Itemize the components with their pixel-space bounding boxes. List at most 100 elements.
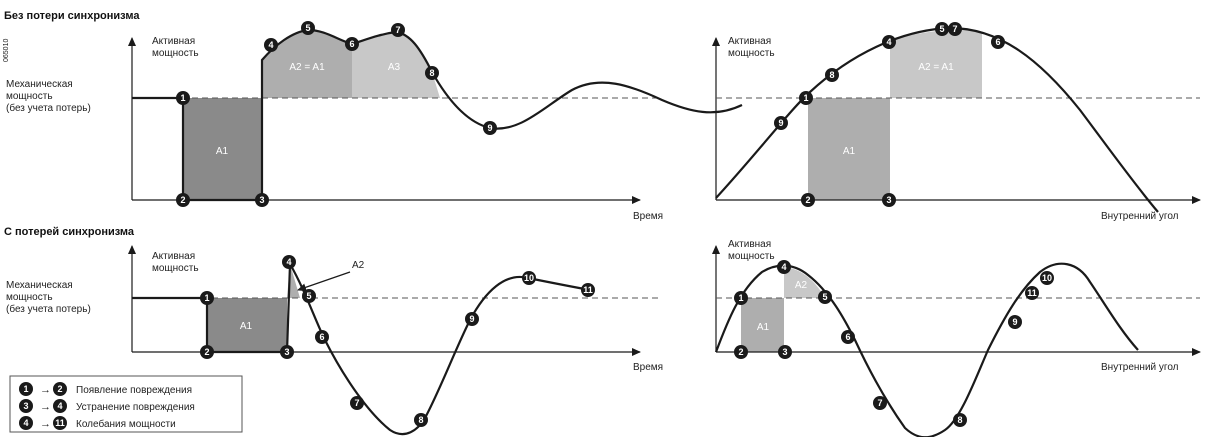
point-marker: 4 — [264, 38, 278, 52]
point-marker: 6 — [991, 35, 1005, 49]
point-marker: 2 — [200, 345, 214, 359]
area-a2-label: A2 = A1 — [918, 62, 954, 73]
mech-power-label-1: Механическая — [6, 79, 73, 90]
svg-text:2: 2 — [204, 347, 209, 357]
area-a3-label: A3 — [388, 62, 401, 73]
point-marker: 3 — [280, 345, 294, 359]
mech-power-label-2: мощность — [6, 91, 53, 102]
svg-text:9: 9 — [1012, 317, 1017, 327]
point-marker: 1 — [200, 291, 214, 305]
point-marker: 6 — [315, 330, 329, 344]
point-marker: 9 — [483, 121, 497, 135]
svg-text:6: 6 — [349, 39, 354, 49]
section-title-sync-loss: С потерей синхронизма — [4, 226, 135, 238]
point-marker: 5 — [302, 289, 316, 303]
point-marker: 2 — [176, 193, 190, 207]
mech-power-label-2: мощность — [6, 292, 53, 303]
svg-text:11: 11 — [1027, 288, 1037, 298]
svg-text:2: 2 — [57, 384, 62, 394]
area-a2-callout: A2 — [352, 260, 365, 271]
point-marker: 5 — [935, 22, 949, 36]
svg-text:3: 3 — [284, 347, 289, 357]
point-marker: 10 — [1040, 271, 1054, 285]
area-a2-label: A2 — [795, 280, 808, 291]
svg-text:10: 10 — [524, 273, 534, 283]
svg-text:4: 4 — [23, 418, 28, 428]
point-marker: 6 — [345, 37, 359, 51]
svg-text:10: 10 — [1042, 273, 1052, 283]
active-power-label-2: мощность — [728, 251, 775, 262]
svg-text:2: 2 — [738, 347, 743, 357]
bottom-right-chart: Активная мощность Внутренний угол A1 A2 … — [712, 239, 1201, 437]
svg-text:5: 5 — [939, 24, 944, 34]
area-a1 — [183, 98, 262, 200]
point-marker: 1 — [176, 91, 190, 105]
svg-text:2: 2 — [805, 195, 810, 205]
active-power-label-1: Активная — [728, 36, 771, 47]
point-marker: 1 — [734, 291, 748, 305]
svg-text:2: 2 — [180, 195, 185, 205]
svg-text:4: 4 — [268, 40, 273, 50]
point-marker: 11 — [1025, 286, 1039, 300]
active-power-label-2: мощность — [152, 263, 199, 274]
area-a1-label: A1 — [216, 146, 229, 157]
point-marker: 9 — [774, 116, 788, 130]
point-marker: 8 — [953, 413, 967, 427]
point-marker: 9 — [465, 312, 479, 326]
active-power-label-1: Активная — [152, 36, 195, 47]
svg-text:7: 7 — [354, 398, 359, 408]
svg-text:5: 5 — [305, 23, 310, 33]
time-label: Время — [633, 211, 663, 222]
section-title-no-sync-loss: Без потери синхронизма — [4, 10, 140, 22]
svg-text:7: 7 — [395, 25, 400, 35]
point-marker: 3 — [255, 193, 269, 207]
point-marker: 2 — [801, 193, 815, 207]
angle-label: Внутренний угол — [1101, 211, 1179, 222]
legend: 1 → 2 Появление повреждения 3 → 4 Устран… — [9, 375, 243, 433]
svg-text:8: 8 — [418, 415, 423, 425]
svg-text:3: 3 — [23, 401, 28, 411]
active-power-label-1: Активная — [152, 251, 195, 262]
legend-text: Устранение повреждения — [76, 402, 195, 413]
svg-text:4: 4 — [886, 37, 891, 47]
area-a1-label: A1 — [757, 322, 770, 333]
point-marker: 8 — [825, 68, 839, 82]
point-marker: 4 — [882, 35, 896, 49]
svg-text:11: 11 — [55, 418, 65, 428]
area-a1-label: A1 — [843, 146, 856, 157]
point-marker: 8 — [414, 413, 428, 427]
point-marker: 9 — [1008, 315, 1022, 329]
point-marker: 7 — [350, 396, 364, 410]
active-power-label-2: мощность — [152, 48, 199, 59]
figure-id: 065010 — [3, 39, 10, 62]
svg-text:4: 4 — [781, 262, 786, 272]
legend-item: 4 → 11 Колебания мощности — [19, 416, 176, 430]
arrow-right-icon: → — [40, 401, 51, 413]
svg-text:4: 4 — [57, 401, 62, 411]
top-right-chart: Активная мощность Внутренний угол A1 A2 … — [712, 22, 1201, 222]
top-left-chart: Активная мощность Механическая мощность … — [6, 21, 743, 222]
point-marker: 2 — [734, 345, 748, 359]
svg-text:7: 7 — [952, 24, 957, 34]
active-power-label-1: Активная — [728, 239, 771, 250]
point-marker: 7 — [391, 23, 405, 37]
legend-text: Колебания мощности — [76, 418, 176, 430]
a2-pointer-arrow — [297, 271, 351, 292]
active-power-label-2: мощность — [728, 48, 775, 59]
point-marker: 3 — [778, 345, 792, 359]
svg-text:6: 6 — [995, 37, 1000, 47]
svg-text:3: 3 — [259, 195, 264, 205]
svg-text:3: 3 — [886, 195, 891, 205]
point-marker: 6 — [841, 330, 855, 344]
svg-text:9: 9 — [487, 123, 492, 133]
area-a2-label: A2 = A1 — [289, 62, 325, 73]
svg-text:6: 6 — [845, 332, 850, 342]
legend-item: 3 → 4 Устранение повреждения — [19, 399, 195, 413]
area-a2 — [890, 29, 982, 98]
point-marker: 4 — [282, 255, 296, 269]
svg-text:6: 6 — [319, 332, 324, 342]
svg-text:1: 1 — [204, 293, 209, 303]
area-a1-label: A1 — [240, 321, 253, 332]
area-a2 — [262, 30, 352, 98]
point-marker: 7 — [948, 22, 962, 36]
